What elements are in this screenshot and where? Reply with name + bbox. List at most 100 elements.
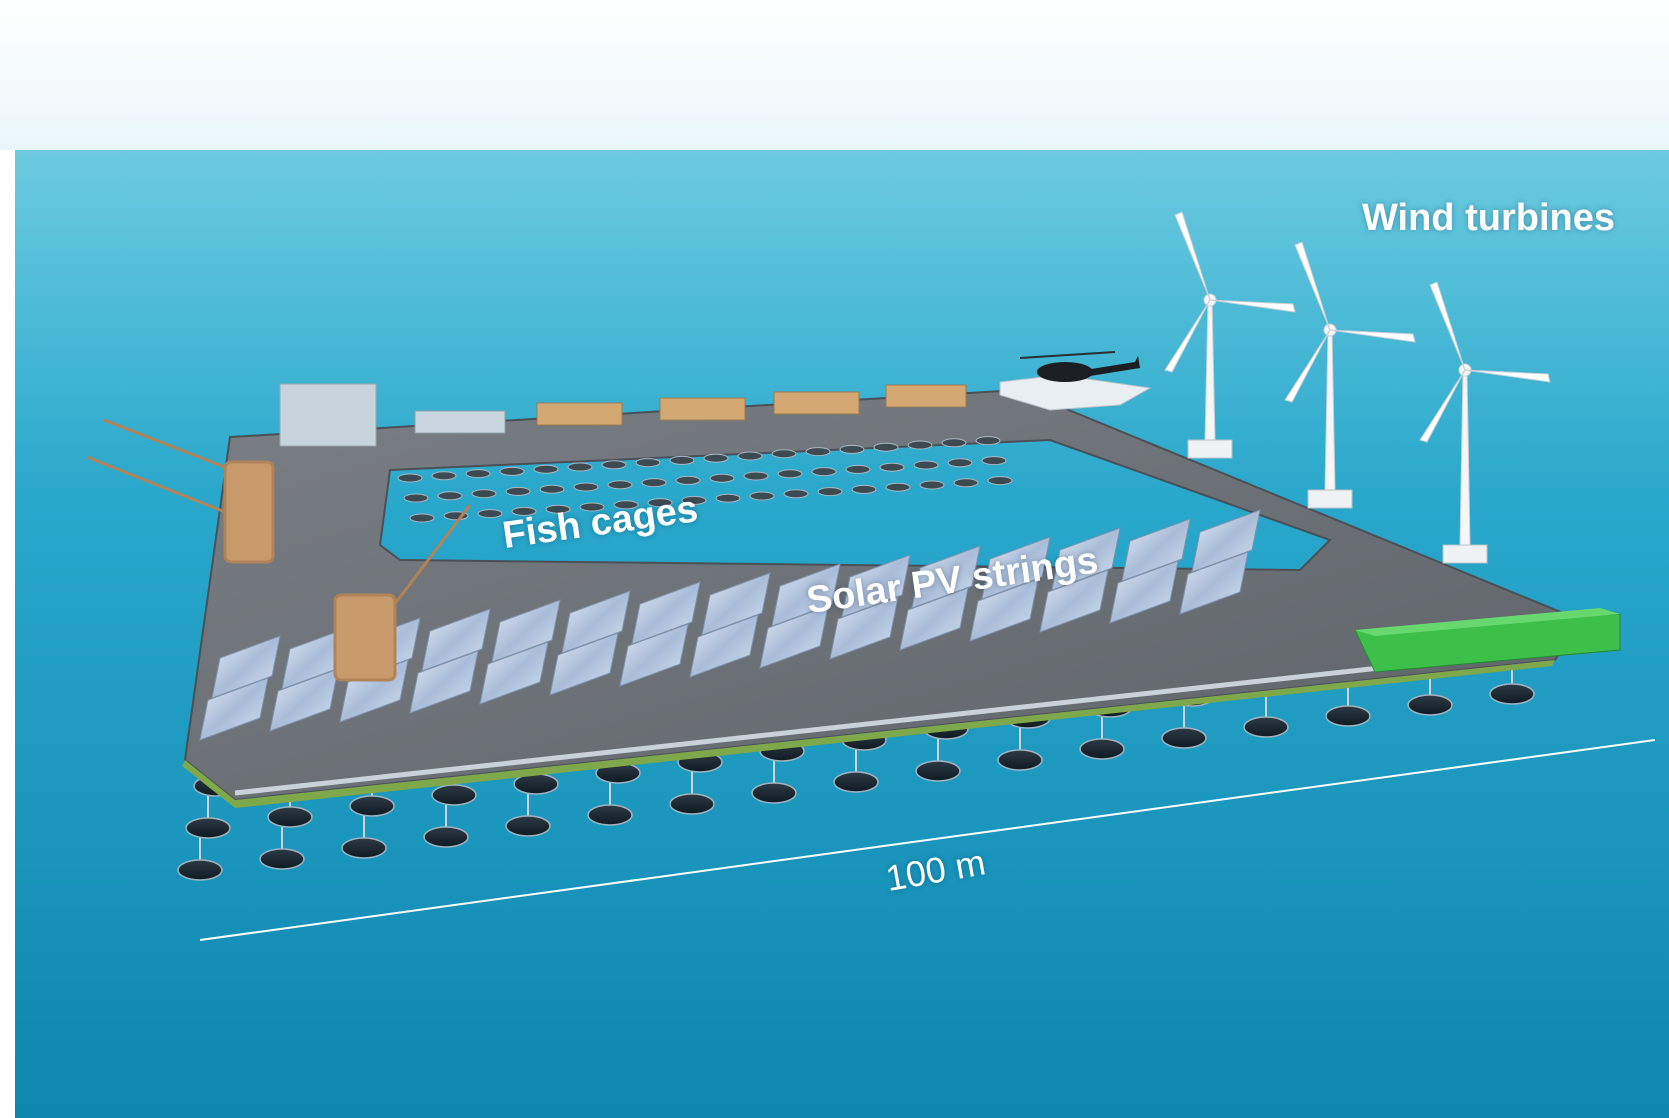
floater <box>1407 694 1453 716</box>
turbine-blade <box>1429 281 1466 371</box>
turbine-blade <box>1329 329 1416 343</box>
fish-cage <box>941 438 967 448</box>
fish-cage <box>879 462 905 472</box>
walkway-pipe <box>234 647 1546 796</box>
solar-panel <box>479 641 549 705</box>
wind-turbines-label: Wind turbines <box>1362 197 1615 239</box>
fish-cage <box>709 473 735 483</box>
fish-cage <box>811 467 837 477</box>
fish-cage <box>749 491 775 501</box>
fish-cage <box>919 480 945 490</box>
turbine-blade <box>1174 211 1211 301</box>
solar-panel <box>829 596 899 660</box>
fish-cage <box>783 489 809 499</box>
floater <box>915 760 961 782</box>
solar-panel <box>1051 527 1121 591</box>
containers <box>279 383 1621 673</box>
solar-panel <box>1179 551 1249 615</box>
container <box>885 384 967 408</box>
turbine-blade <box>1294 241 1331 331</box>
fish-cage <box>505 486 531 496</box>
turbine-blade <box>1419 369 1466 443</box>
floater <box>1243 716 1289 738</box>
fish-cage <box>703 453 729 463</box>
cranes <box>86 418 472 682</box>
fish-cage <box>675 475 701 485</box>
floater <box>259 848 305 870</box>
fish-cage <box>437 491 463 501</box>
turbine-blade <box>1464 369 1551 383</box>
fish-cage <box>953 478 979 488</box>
fish-cage <box>477 509 503 519</box>
container <box>414 410 506 434</box>
floater <box>177 859 223 881</box>
solar-panel <box>759 605 829 669</box>
fish-cage <box>573 482 599 492</box>
fish-cage <box>987 476 1013 486</box>
building-block <box>279 383 377 447</box>
solar-panel <box>1039 569 1109 633</box>
floater <box>669 793 715 815</box>
fish-cage <box>975 436 1001 446</box>
solar-panel <box>619 623 689 687</box>
fish-cage <box>669 455 695 465</box>
fish-cage <box>737 451 763 461</box>
fish-cage <box>635 458 661 468</box>
fish-cage <box>545 504 571 514</box>
solar-panel <box>1109 560 1179 624</box>
fish-cage <box>851 484 877 494</box>
wind-turbines <box>1164 211 1551 564</box>
solar-panel <box>631 581 701 645</box>
container <box>773 391 860 415</box>
floater <box>833 771 879 793</box>
scale-line <box>199 739 1656 941</box>
fish-cage <box>947 458 973 468</box>
solar-panel <box>701 572 771 636</box>
fish-cage <box>499 466 525 476</box>
floater <box>267 806 313 828</box>
fish-cage <box>601 460 627 470</box>
fish-cage <box>715 493 741 503</box>
turbine-base <box>1442 544 1488 564</box>
turbine-base <box>1187 439 1233 459</box>
container <box>659 397 746 421</box>
fish-cage <box>743 471 769 481</box>
turbine-blade <box>1284 329 1331 403</box>
fish-cage <box>403 493 429 503</box>
fish-cage <box>533 464 559 474</box>
fish-cage <box>539 484 565 494</box>
floater <box>1161 727 1207 749</box>
solar-panel <box>549 632 619 696</box>
solar-panel <box>771 563 841 627</box>
turbine-blade <box>1164 299 1211 373</box>
solar-panel <box>899 587 969 651</box>
fish-cage <box>567 462 593 472</box>
fish-cage <box>913 460 939 470</box>
solar-panel <box>409 650 479 714</box>
fish-cage <box>511 506 537 516</box>
floater <box>1325 705 1371 727</box>
solar-panel <box>561 590 631 654</box>
fish-cage <box>845 464 871 474</box>
deck-edge-strip <box>182 660 1555 808</box>
floater <box>505 815 551 837</box>
solar-panel <box>1121 518 1191 582</box>
solar-panel <box>421 608 491 672</box>
fish-cage <box>397 473 423 483</box>
solar-panel <box>911 545 981 609</box>
solar-panel <box>491 599 561 663</box>
floater <box>431 784 477 806</box>
solar-panel <box>981 536 1051 600</box>
solar-panel <box>199 677 269 741</box>
sky <box>0 0 1669 160</box>
helicopter <box>1019 351 1140 382</box>
floater <box>349 795 395 817</box>
fish-cage <box>805 447 831 457</box>
solar-panel <box>1191 509 1261 573</box>
fish-cage <box>771 449 797 459</box>
fish-cage <box>981 456 1007 466</box>
floater <box>751 782 797 804</box>
floater <box>1079 738 1125 760</box>
fish-cage <box>873 442 899 452</box>
